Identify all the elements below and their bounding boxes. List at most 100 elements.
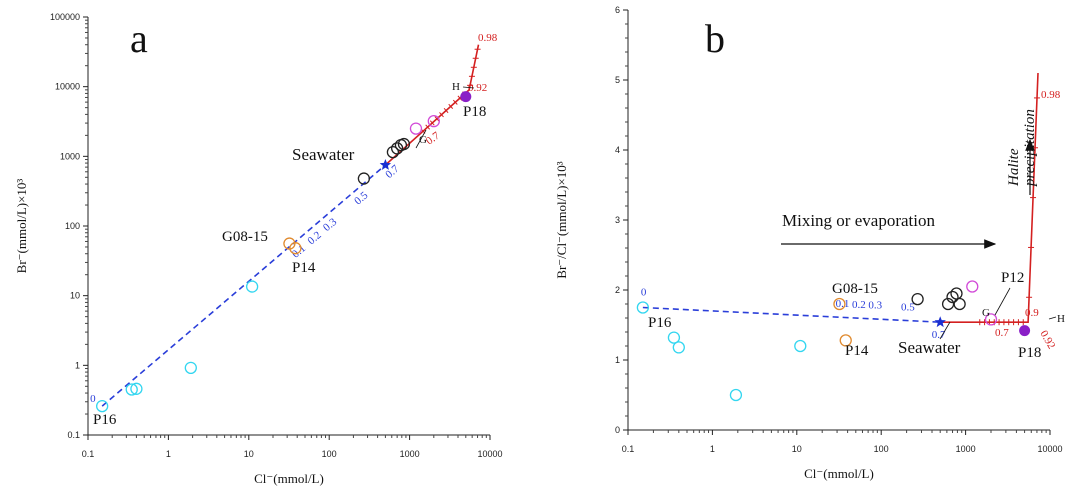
cyan-circle-point	[125, 383, 138, 396]
y-tick-label: 1	[615, 355, 620, 365]
g-leader-line	[415, 129, 427, 149]
annotation-p16: P16	[93, 412, 117, 428]
evaporation-tick	[425, 124, 431, 130]
h-leader-line	[462, 86, 475, 89]
annotation-h: H	[1057, 313, 1065, 325]
annotation-h: H	[452, 81, 460, 93]
y-tick-label: 2	[615, 285, 620, 295]
cyan-circle-point	[130, 382, 143, 395]
annotation-0-98: 0.98	[1041, 89, 1061, 101]
black-circle-point	[911, 292, 924, 306]
mixing-fraction-label: 0.3	[868, 300, 882, 312]
x-axis-label: Cl⁻(mmol/L)	[254, 471, 324, 486]
black-circle-point	[390, 142, 404, 155]
evaporation-tick	[452, 99, 458, 105]
y-tick-label: 3	[615, 215, 620, 225]
evaporation-tick	[448, 103, 454, 109]
y-tick-label: 100000	[50, 12, 80, 22]
panel-a: 0.1 1 10 100 1000 10000 0.1 1 10 100 1000 10000 1000…	[14, 12, 503, 486]
mixing-fraction-label: 0.1	[290, 242, 308, 260]
y-tick-label: 1000	[60, 151, 80, 161]
y-tick-label: 4	[615, 145, 620, 155]
x-tick-label: 10000	[1037, 444, 1062, 454]
orange-circle-point	[833, 297, 846, 311]
magenta-circle-point	[409, 122, 423, 135]
mixing-fraction-label: 0.2	[305, 229, 323, 247]
panel-b: 0.1 1 10 100 1000 10000 0 1 2 3 4 5 6 Cl⁻(mmol/L) Br⁻/…	[554, 5, 1065, 481]
evaporation-tick	[429, 120, 435, 126]
y-tick-label: 0.1	[67, 430, 80, 440]
x-tick-label: 100	[322, 449, 337, 459]
evaporation-line	[384, 44, 480, 166]
y-tick-label: 5	[615, 75, 620, 85]
seawater-leader-line	[939, 321, 951, 340]
mixing-fraction-label: 0.7	[932, 329, 946, 341]
evaporation-line	[940, 72, 1039, 323]
mixing-fraction-label: 0.1	[836, 298, 850, 310]
p12-leader-line	[994, 287, 1011, 316]
y-tick-label: 10	[70, 291, 80, 301]
annotation-g: G	[419, 134, 427, 146]
annotation-p16: P16	[648, 315, 672, 331]
x-tick-label: 10	[792, 444, 802, 454]
annotation-p18: P18	[1018, 345, 1041, 361]
x-tick-label: 10	[244, 449, 254, 459]
annotation-g08-15: G08-15	[832, 281, 878, 297]
cyan-circle-point	[96, 399, 109, 413]
x-tick-label: 1	[710, 444, 715, 454]
y-tick-label: 1	[75, 360, 80, 370]
y-tick-label: 6	[615, 5, 620, 15]
black-circle-point	[397, 137, 411, 151]
annotation-p12: P12	[1001, 270, 1024, 286]
annotation-0-98: 0.98	[478, 32, 498, 44]
mixing-fraction-label: 0.5	[901, 301, 915, 313]
magenta-circle-point	[966, 280, 979, 293]
orange-circle-point	[839, 334, 852, 347]
y-axis-label: Br⁻(mmol/L)×10³	[14, 179, 29, 274]
x-tick-label: 100	[874, 444, 889, 454]
x-tick-label: 0.1	[82, 449, 95, 459]
black-circle-point	[946, 290, 959, 304]
annotation-g: G	[982, 307, 990, 319]
annotation-0-92: 0.92	[468, 82, 487, 94]
annotation-g08-15: G08-15	[222, 229, 268, 245]
cyan-circle-point	[245, 280, 259, 293]
y-tick-label: 0	[615, 425, 620, 435]
cyan-circle-point	[729, 388, 743, 402]
panel-letter: a	[130, 16, 148, 61]
annotation-mixing-or-evaporation: Mixing or evaporation	[782, 211, 935, 230]
h-leader-line	[1048, 316, 1057, 320]
x-tick-label: 1000	[400, 449, 420, 459]
black-circle-point	[386, 145, 400, 159]
annotation-seawater: Seawater	[898, 338, 961, 357]
mixing-fraction-label: 0	[90, 393, 96, 405]
annotation-0-9: 0.9	[1025, 307, 1039, 319]
orange-circle-point	[289, 242, 302, 255]
y-tick-label: 100	[65, 221, 80, 231]
p18-filled-point	[460, 91, 472, 103]
annotation-halite: Halite	[1006, 148, 1022, 187]
mixing-fraction-label: 0.2	[852, 299, 866, 311]
mixing-line	[101, 164, 386, 407]
annotation-0-7: 0.7	[995, 327, 1009, 339]
panel-letter: b	[705, 16, 725, 61]
cyan-circle-point	[794, 339, 807, 353]
mixing-line	[642, 306, 941, 323]
x-axis-label: Cl⁻(mmol/L)	[804, 466, 874, 481]
x-tick-label: 10000	[477, 449, 502, 459]
x-tick-label: 1	[166, 449, 171, 459]
evaporation-tick	[434, 116, 440, 122]
magenta-circle-point	[984, 313, 998, 326]
cyan-circle-point	[672, 341, 685, 354]
annotation-p18: P18	[463, 104, 486, 120]
x-tick-label: 1000	[956, 444, 976, 454]
annotation-p14: P14	[845, 343, 869, 359]
x-tick-label: 0.1	[622, 444, 635, 454]
y-tick-label: 10000	[55, 82, 80, 92]
seawater-star-point	[379, 159, 392, 170]
p18-filled-point	[1019, 325, 1031, 337]
mixing-fraction-label: 0	[641, 287, 647, 299]
evaporation-tick	[439, 112, 444, 118]
annotation-p14: P14	[292, 260, 316, 276]
